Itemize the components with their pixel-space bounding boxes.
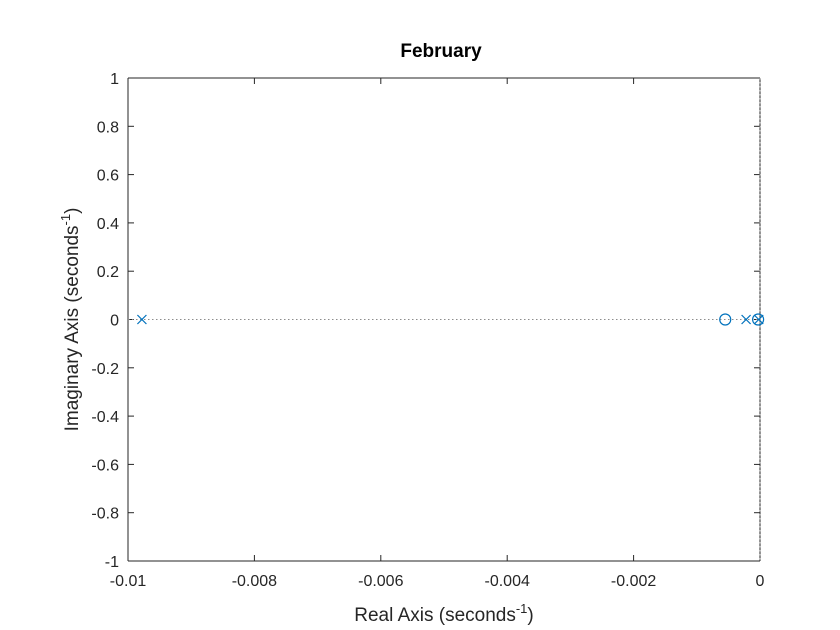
pole-marker-stroke xyxy=(753,314,764,325)
x-tick-label: -0.006 xyxy=(358,573,403,590)
x-tick-label: -0.008 xyxy=(232,573,277,590)
pole-marker-stroke xyxy=(136,314,147,325)
y-tick-label: 1 xyxy=(110,71,119,88)
zero-marker xyxy=(752,313,765,326)
x-tick-label: -0.01 xyxy=(110,573,147,590)
x-tick-label: 0 xyxy=(756,573,765,590)
y-tick-label: -0.2 xyxy=(91,361,119,378)
y-tick-label: 0 xyxy=(110,313,119,330)
x-tick-label: -0.002 xyxy=(611,573,656,590)
y-tick-label: -0.8 xyxy=(91,506,119,523)
y-tick-label: 0.8 xyxy=(97,119,119,136)
y-tick-label: -1 xyxy=(105,554,119,571)
y-axis-label: Imaginary Axis (seconds-1) xyxy=(58,208,83,432)
chart-title: February xyxy=(400,41,482,62)
y-tick-label: -0.6 xyxy=(91,457,119,474)
plot-area: -0.01 -0.008 -0.006 -0.004 -0.002 0 -1 -0.8 -0.6… xyxy=(58,71,765,626)
pole-marker xyxy=(741,314,752,325)
pole-marker-stroke xyxy=(741,314,752,325)
pole-marker xyxy=(753,314,764,325)
y-tick-label: 0.6 xyxy=(97,168,119,185)
y-tick-label: 0.4 xyxy=(97,216,119,233)
x-axis-label: Real Axis (seconds-1) xyxy=(354,601,533,626)
zero-marker xyxy=(719,313,732,326)
pole-marker xyxy=(136,314,147,325)
y-tick-label: -0.4 xyxy=(91,409,119,426)
x-tick-label: -0.004 xyxy=(485,573,530,590)
y-tick-label: 0.2 xyxy=(97,264,119,281)
